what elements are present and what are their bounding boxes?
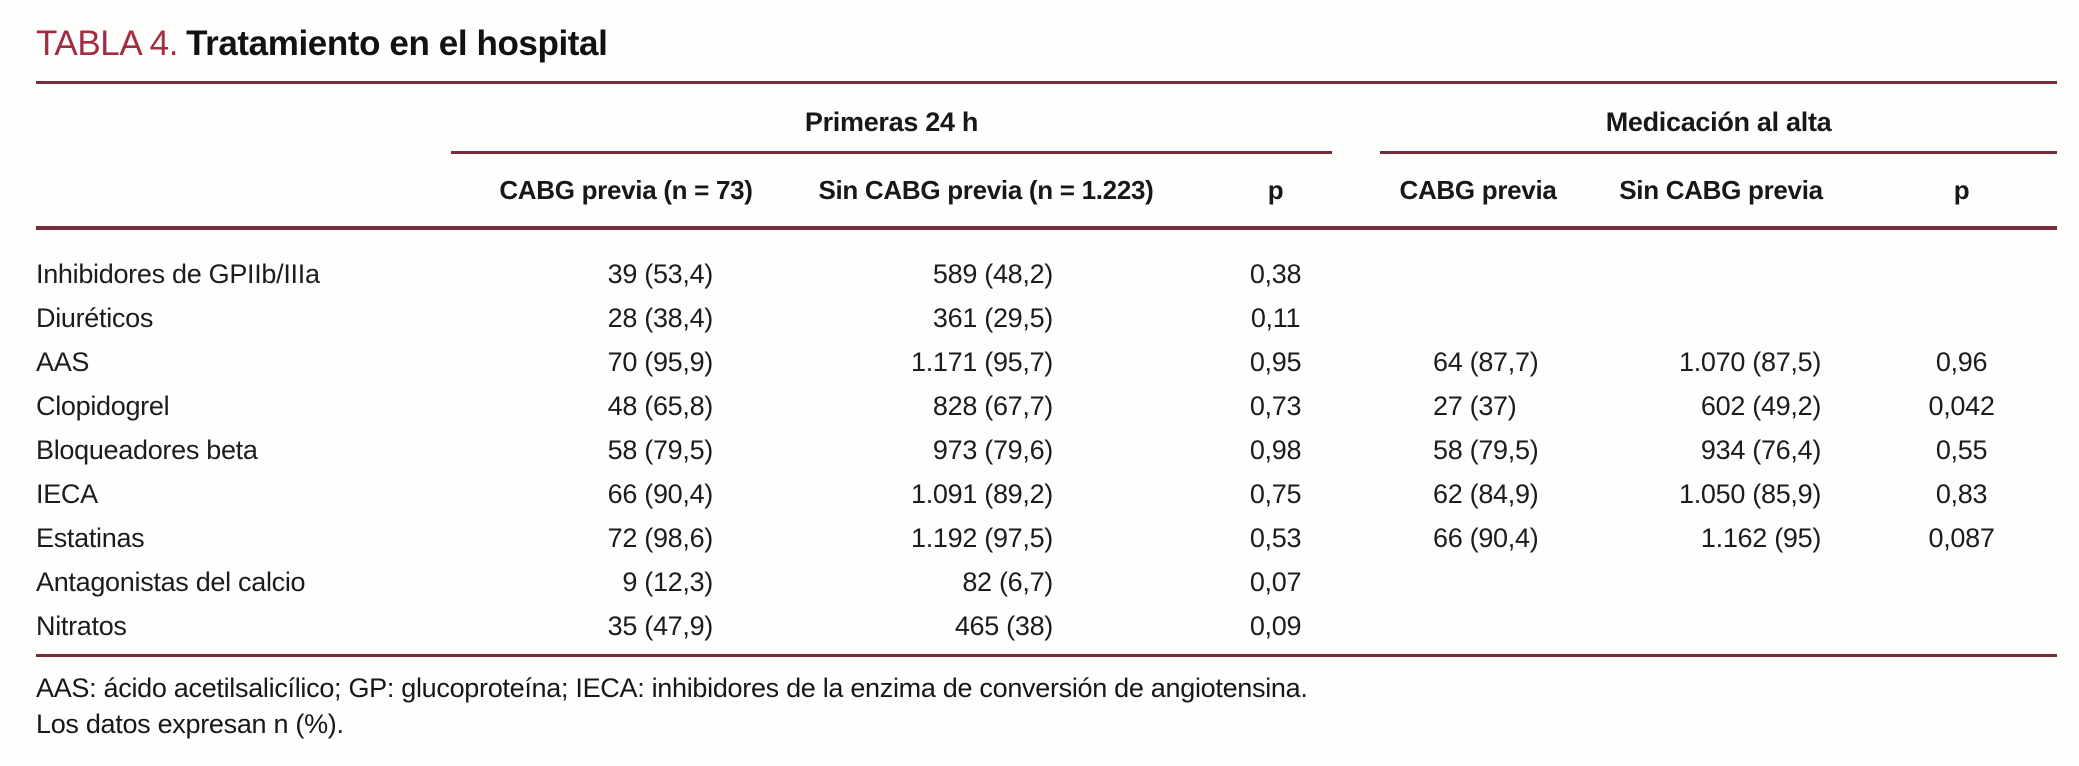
data-cell: 0,98: [1249, 434, 1302, 465]
data-cell: 0,53: [1249, 522, 1302, 553]
group-header-primeras-24h: Primeras 24 h: [451, 83, 1380, 154]
data-cell: 9 (12,3): [622, 566, 713, 597]
data-cell: [1576, 228, 1866, 296]
row-label: Clopidogrel: [36, 390, 170, 421]
table-row: Diuréticos 28 (38,4) 361 (29,5) 0,11: [36, 296, 2057, 340]
data-cell: 58 (79,5): [1433, 434, 1539, 465]
data-cell: 1.192 (97,5): [911, 522, 1053, 553]
footnote-data-format: Los datos expresan n (%).: [36, 709, 344, 739]
data-cell: 27 (37): [1433, 390, 1517, 421]
data-cell: 973 (79,6): [932, 434, 1053, 465]
group-header-medicacion-alta: Medicación al alta: [1380, 83, 2058, 154]
row-label: Diuréticos: [36, 302, 154, 333]
table-row: Estatinas 72 (98,6) 1.192 (97,5) 0,53 66 (90…: [36, 516, 2057, 560]
data-cell: 0,042: [1928, 390, 1995, 421]
row-label: Antagonistas del calcio: [36, 566, 306, 597]
data-cell: 934 (76,4): [1700, 434, 1822, 465]
data-cell: 0,11: [1250, 302, 1301, 333]
data-cell: 1.050 (85,9): [1679, 478, 1822, 509]
data-cell: 82 (6,7): [962, 566, 1053, 597]
table-title: TABLA 4. Tratamiento en el hospital: [36, 24, 2059, 64]
data-cell: 602 (49,2): [1700, 390, 1822, 421]
row-label: IECA: [36, 478, 98, 509]
data-cell: 66 (90,4): [607, 478, 714, 509]
data-cell: 0,09: [1249, 610, 1302, 641]
data-cell: [1380, 560, 1576, 604]
table-row: IECA 66 (90,4) 1.091 (89,2) 0,75 62 (84,9) 1.…: [36, 472, 2057, 516]
row-label: Bloqueadores beta: [36, 434, 258, 465]
data-cell: 1.091 (89,2): [911, 478, 1053, 509]
data-cell: 828 (67,7): [932, 390, 1053, 421]
data-cell: 70 (95,9): [607, 346, 714, 377]
column-header-row: CABG previa (n = 73) Sin CABG previa (n …: [36, 154, 2058, 230]
empty-label-header-cell: [36, 154, 451, 230]
data-cell: [1866, 228, 2057, 296]
table-row: Antagonistas del calcio 9 (12,3) 82 (6,7) 0…: [36, 560, 2057, 604]
table-title-text: Tratamiento en el hospital: [186, 24, 608, 63]
data-cell: 1.070 (87,5): [1679, 346, 1822, 377]
table-number-label: TABLA 4.: [36, 24, 179, 63]
row-label: AAS: [36, 346, 90, 377]
group-header-row: Primeras 24 h Medicación al alta: [36, 83, 2058, 155]
data-cell: 0,83: [1935, 478, 1988, 509]
data-cell: 589 (48,2): [932, 258, 1053, 289]
col-header-sin-cabg-previa-alta: Sin CABG previa: [1576, 154, 1867, 230]
row-label: Nitratos: [36, 610, 127, 641]
data-cell: [1380, 604, 1576, 656]
group-header-medicacion-alta-label: Medicación al alta: [1380, 107, 2058, 154]
data-cell: [1866, 604, 2057, 656]
col-header-p-alta: p: [1866, 154, 2058, 230]
data-cell: 66 (90,4): [1433, 522, 1539, 553]
data-cell: [1576, 604, 1866, 656]
footnote-abbreviations: AAS: ácido acetilsalicílico; GP: glucopr…: [36, 673, 1308, 703]
col-header-p-24h: p: [1171, 154, 1381, 230]
table-row: AAS 70 (95,9) 1.171 (95,7) 0,95 64 (87,7) 1.0…: [36, 340, 2057, 384]
data-cell: [1380, 228, 1576, 296]
data-cell: 0,55: [1935, 434, 1988, 465]
data-cell: 62 (84,9): [1433, 478, 1539, 509]
data-cell: 35 (47,9): [607, 610, 714, 641]
col-header-cabg-previa-24h: CABG previa (n = 73): [451, 154, 801, 230]
table-row: Nitratos 35 (47,9) 465 (38) 0,09: [36, 604, 2057, 656]
treatment-table: Primeras 24 h Medicación al alta CABG pr…: [36, 81, 2058, 657]
col-header-cabg-previa-alta: CABG previa: [1380, 154, 1577, 230]
table-row: Clopidogrel 48 (65,8) 828 (67,7) 0,73 27 (37…: [36, 384, 2057, 428]
data-cell: 0,75: [1249, 478, 1302, 509]
data-cell: 48 (65,8): [607, 390, 714, 421]
data-cell: 72 (98,6): [607, 522, 714, 553]
data-cell: 1.162 (95): [1700, 522, 1822, 553]
data-cell: 0,96: [1935, 346, 1988, 377]
data-cell: 0,07: [1249, 566, 1302, 597]
data-cell: 28 (38,4): [607, 302, 714, 333]
col-header-sin-cabg-previa-24h: Sin CABG previa (n = 1.223): [801, 154, 1171, 230]
data-cell: [1380, 296, 1576, 340]
data-cell: 0,38: [1249, 258, 1302, 289]
group-header-primeras-24h-label: Primeras 24 h: [451, 107, 1333, 154]
table-footnotes: AAS: ácido acetilsalicílico; GP: glucopr…: [36, 670, 2059, 742]
data-cell: [1576, 560, 1866, 604]
data-cell: 64 (87,7): [1433, 346, 1539, 377]
data-cell: 39 (53,4): [607, 258, 714, 289]
data-cell: 0,95: [1249, 346, 1302, 377]
data-cell: 361 (29,5): [932, 302, 1053, 333]
table-row: Bloqueadores beta 58 (79,5) 973 (79,6) 0,98…: [36, 428, 2057, 472]
data-cell: [1866, 296, 2057, 340]
data-cell: 0,73: [1249, 390, 1302, 421]
data-cell: [1576, 296, 1866, 340]
table-head: Primeras 24 h Medicación al alta CABG pr…: [36, 83, 2058, 230]
empty-corner-cell: [36, 83, 451, 155]
data-cell: 465 (38): [954, 610, 1053, 641]
table-body: Inhibidores de GPIIb/IIIa 39 (53,4) 589 (4…: [36, 228, 2057, 656]
data-cell: 0,087: [1928, 522, 1995, 553]
row-label: Estatinas: [36, 522, 145, 553]
row-label: Inhibidores de GPIIb/IIIa: [36, 258, 320, 289]
data-cell: 58 (79,5): [607, 434, 714, 465]
data-cell: 1.171 (95,7): [911, 346, 1053, 377]
data-cell: [1866, 560, 2057, 604]
table-row: Inhibidores de GPIIb/IIIa 39 (53,4) 589 (4…: [36, 228, 2057, 296]
